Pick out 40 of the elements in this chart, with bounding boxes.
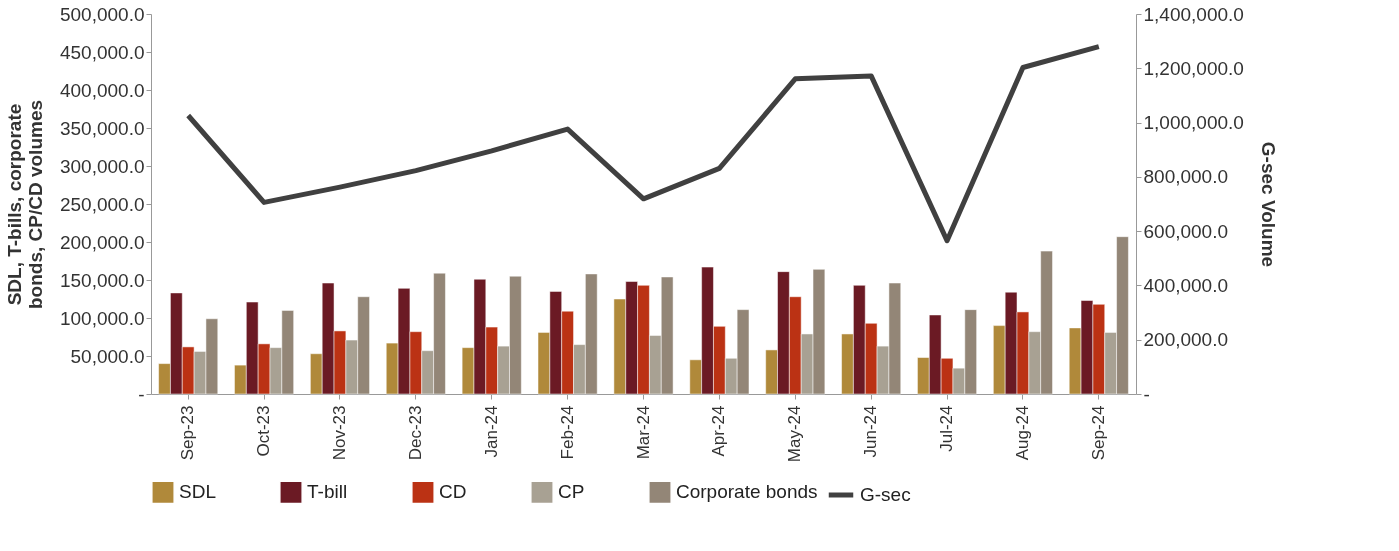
y2-tick-label: - (1143, 383, 1150, 405)
y-tick-label: - (138, 383, 145, 405)
y-tick-label: 350,000.0 (59, 117, 145, 139)
x-tick-label: Mar-24 (633, 405, 653, 460)
y-axis-title: SDL, T-bills, corporate bonds, CP/CD volumes (3, 99, 46, 310)
legend-label: SDL (179, 481, 216, 503)
y2-axis-title: G-sec Volume (1257, 141, 1279, 268)
y-tick-label: 450,000.0 (59, 41, 145, 63)
x-tick-label: Nov-23 (329, 405, 349, 461)
x-tick-label: Feb-24 (557, 405, 577, 460)
y2-tick-label: 200,000.0 (1143, 329, 1229, 351)
x-tick-label: Apr-24 (709, 405, 729, 457)
y-tick-label: 200,000.0 (59, 231, 145, 253)
y2-tick-label: 600,000.0 (1143, 220, 1229, 242)
legend-label: G-sec (860, 484, 911, 505)
y2-tick-label: 400,000.0 (1143, 274, 1229, 296)
y2-tick-label: 1,000,000.0 (1143, 112, 1244, 134)
x-tick-label: Oct-23 (254, 405, 274, 457)
x-tick-label: Sep-23 (178, 405, 198, 461)
legend-label: Corporate bonds (676, 481, 818, 503)
x-tick-label: Aug-24 (1012, 405, 1032, 461)
legend-label: CP (558, 481, 585, 503)
y-tick-label: 50,000.0 (70, 345, 145, 367)
x-tick-label: Jun-24 (861, 405, 881, 458)
y2-tick-label: 1,200,000.0 (1143, 57, 1244, 79)
y-tick-label: 300,000.0 (59, 155, 145, 177)
y-tick-label: 250,000.0 (59, 193, 145, 215)
y-tick-label: 400,000.0 (59, 79, 145, 101)
x-tick-label: Jan-24 (481, 405, 501, 458)
x-tick-label: Jul-24 (937, 405, 957, 452)
y2-tick-label: 1,400,000.0 (1143, 3, 1244, 25)
legend-label: CD (439, 481, 467, 503)
legend-label: T-bill (307, 481, 348, 503)
y-tick-label: 150,000.0 (59, 269, 145, 291)
x-tick-label: May-24 (785, 405, 805, 463)
x-tick-label: Sep-24 (1088, 405, 1108, 461)
x-tick-label: Dec-23 (405, 405, 425, 461)
y2-tick-label: 800,000.0 (1143, 166, 1229, 188)
y-tick-label: 500,000.0 (59, 3, 145, 25)
y-tick-label: 100,000.0 (59, 307, 145, 329)
